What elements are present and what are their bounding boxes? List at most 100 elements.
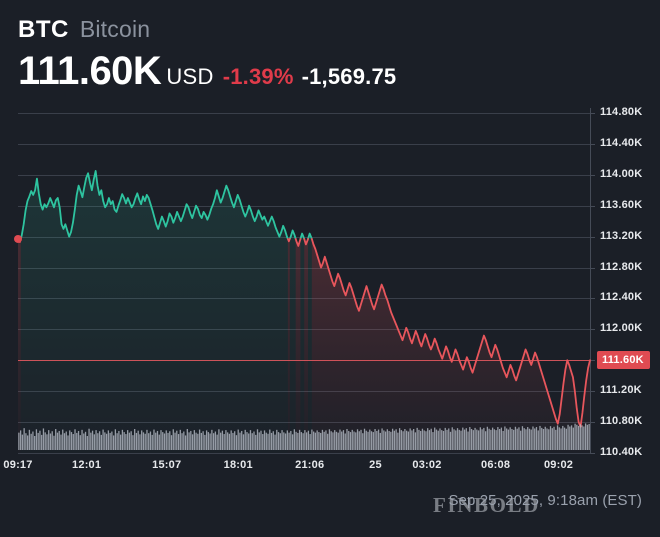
volume-bar — [442, 430, 445, 450]
volume-bar — [276, 429, 278, 450]
volume-bar — [563, 427, 566, 450]
price-chart[interactable]: 110.40K 110.80K 111.20K 112.00K 112.40K 112.8… — [0, 104, 660, 517]
volume-bar — [156, 430, 159, 450]
volume-bar — [388, 430, 390, 450]
volume-bar — [270, 432, 273, 450]
volume-bar — [456, 428, 459, 450]
volume-bar — [439, 428, 441, 450]
volume-bar — [65, 431, 67, 450]
volume-bar — [28, 429, 31, 450]
y-axis-tick-label: 111.20K — [600, 384, 642, 397]
volume-bar — [404, 429, 406, 450]
volume-bar — [316, 430, 318, 450]
volume-bar — [337, 432, 339, 450]
volume-bar — [172, 429, 174, 450]
volume-bar — [383, 430, 385, 450]
volume-bar — [513, 429, 515, 450]
volume-bar — [420, 430, 422, 450]
volume-bar — [177, 434, 180, 450]
volume-bar — [269, 429, 271, 450]
volume-bar — [558, 427, 560, 450]
volume-bar — [358, 431, 360, 450]
volume-bar — [144, 433, 146, 450]
volume-bar — [490, 429, 492, 450]
volume-bar — [77, 430, 80, 450]
volume-bar — [507, 429, 510, 450]
volume-bar — [114, 429, 117, 450]
volume-bar — [576, 424, 578, 450]
y-axis-tick-label: 113.20K — [600, 229, 643, 242]
volume-bar — [60, 434, 62, 450]
volume-bar — [553, 426, 555, 450]
volume-bar — [521, 426, 524, 450]
volume-bar — [234, 431, 236, 450]
chart-area-fill-up — [18, 170, 312, 453]
volume-bar — [393, 430, 396, 450]
volume-bar — [260, 430, 262, 450]
volume-bar — [107, 430, 110, 450]
volume-bar — [84, 431, 87, 450]
volume-bar — [581, 425, 583, 450]
volume-bar — [309, 434, 311, 450]
volume-bar — [465, 428, 467, 450]
volume-bar — [135, 432, 138, 450]
volume-bar — [523, 428, 525, 450]
volume-bar — [342, 430, 345, 450]
volume-bar — [49, 433, 52, 450]
volume-bar — [332, 432, 334, 450]
volume-bar — [390, 431, 392, 450]
volume-bar — [574, 423, 576, 450]
volume-bar — [88, 428, 90, 450]
y-axis-tick-label: 113.60K — [600, 198, 643, 211]
price-row: 111.60K USD -1.39% -1,569.75 — [18, 51, 638, 91]
volume-bar — [362, 433, 364, 450]
volume-bar — [579, 424, 581, 450]
volume-bar — [281, 430, 283, 450]
volume-bar — [418, 429, 420, 450]
volume-bar — [286, 430, 288, 450]
volume-bar — [163, 433, 166, 450]
volume-bar — [386, 429, 388, 450]
volume-bar — [348, 430, 350, 450]
volume-bar — [48, 430, 50, 450]
volume-bar — [539, 425, 541, 450]
volume-bar — [195, 432, 197, 450]
currency-label: USD — [166, 64, 214, 89]
volume-bar — [334, 430, 336, 450]
volume-bar — [528, 428, 531, 450]
volume-bar — [302, 433, 304, 450]
volume-bar — [253, 431, 255, 450]
x-axis-tick-label: 25 — [369, 459, 382, 471]
volume-bar — [467, 431, 469, 450]
volume-bar — [427, 428, 429, 450]
volume-bar — [239, 432, 241, 450]
volume-bar — [130, 431, 132, 450]
x-axis-tick-label: 18:01 — [223, 459, 253, 471]
volume-bar — [414, 432, 417, 450]
volume-bar — [205, 430, 208, 450]
volume-bar — [255, 434, 257, 450]
volume-bar — [230, 430, 232, 450]
volume-bar — [112, 435, 115, 450]
volume-bar — [325, 430, 327, 450]
volume-bar — [546, 428, 548, 450]
volume-bar — [105, 433, 108, 450]
volume-bar — [62, 429, 64, 450]
volume-bar — [81, 429, 83, 450]
volume-bar — [184, 435, 187, 450]
volume-bar — [453, 429, 455, 450]
volume-bar — [586, 424, 589, 450]
volume-bar — [35, 429, 38, 450]
volume-bar — [360, 429, 362, 450]
volume-bar — [416, 427, 418, 450]
volume-bar — [39, 430, 41, 450]
volume-bar — [381, 428, 383, 450]
volume-bar — [249, 430, 252, 450]
volume-bar — [455, 430, 457, 450]
volume-bar — [434, 427, 436, 450]
volume-bar — [70, 432, 73, 450]
volume-bar — [397, 432, 399, 450]
volume-bar — [351, 429, 353, 450]
volume-bar — [69, 430, 71, 450]
volume-bar — [209, 433, 211, 450]
